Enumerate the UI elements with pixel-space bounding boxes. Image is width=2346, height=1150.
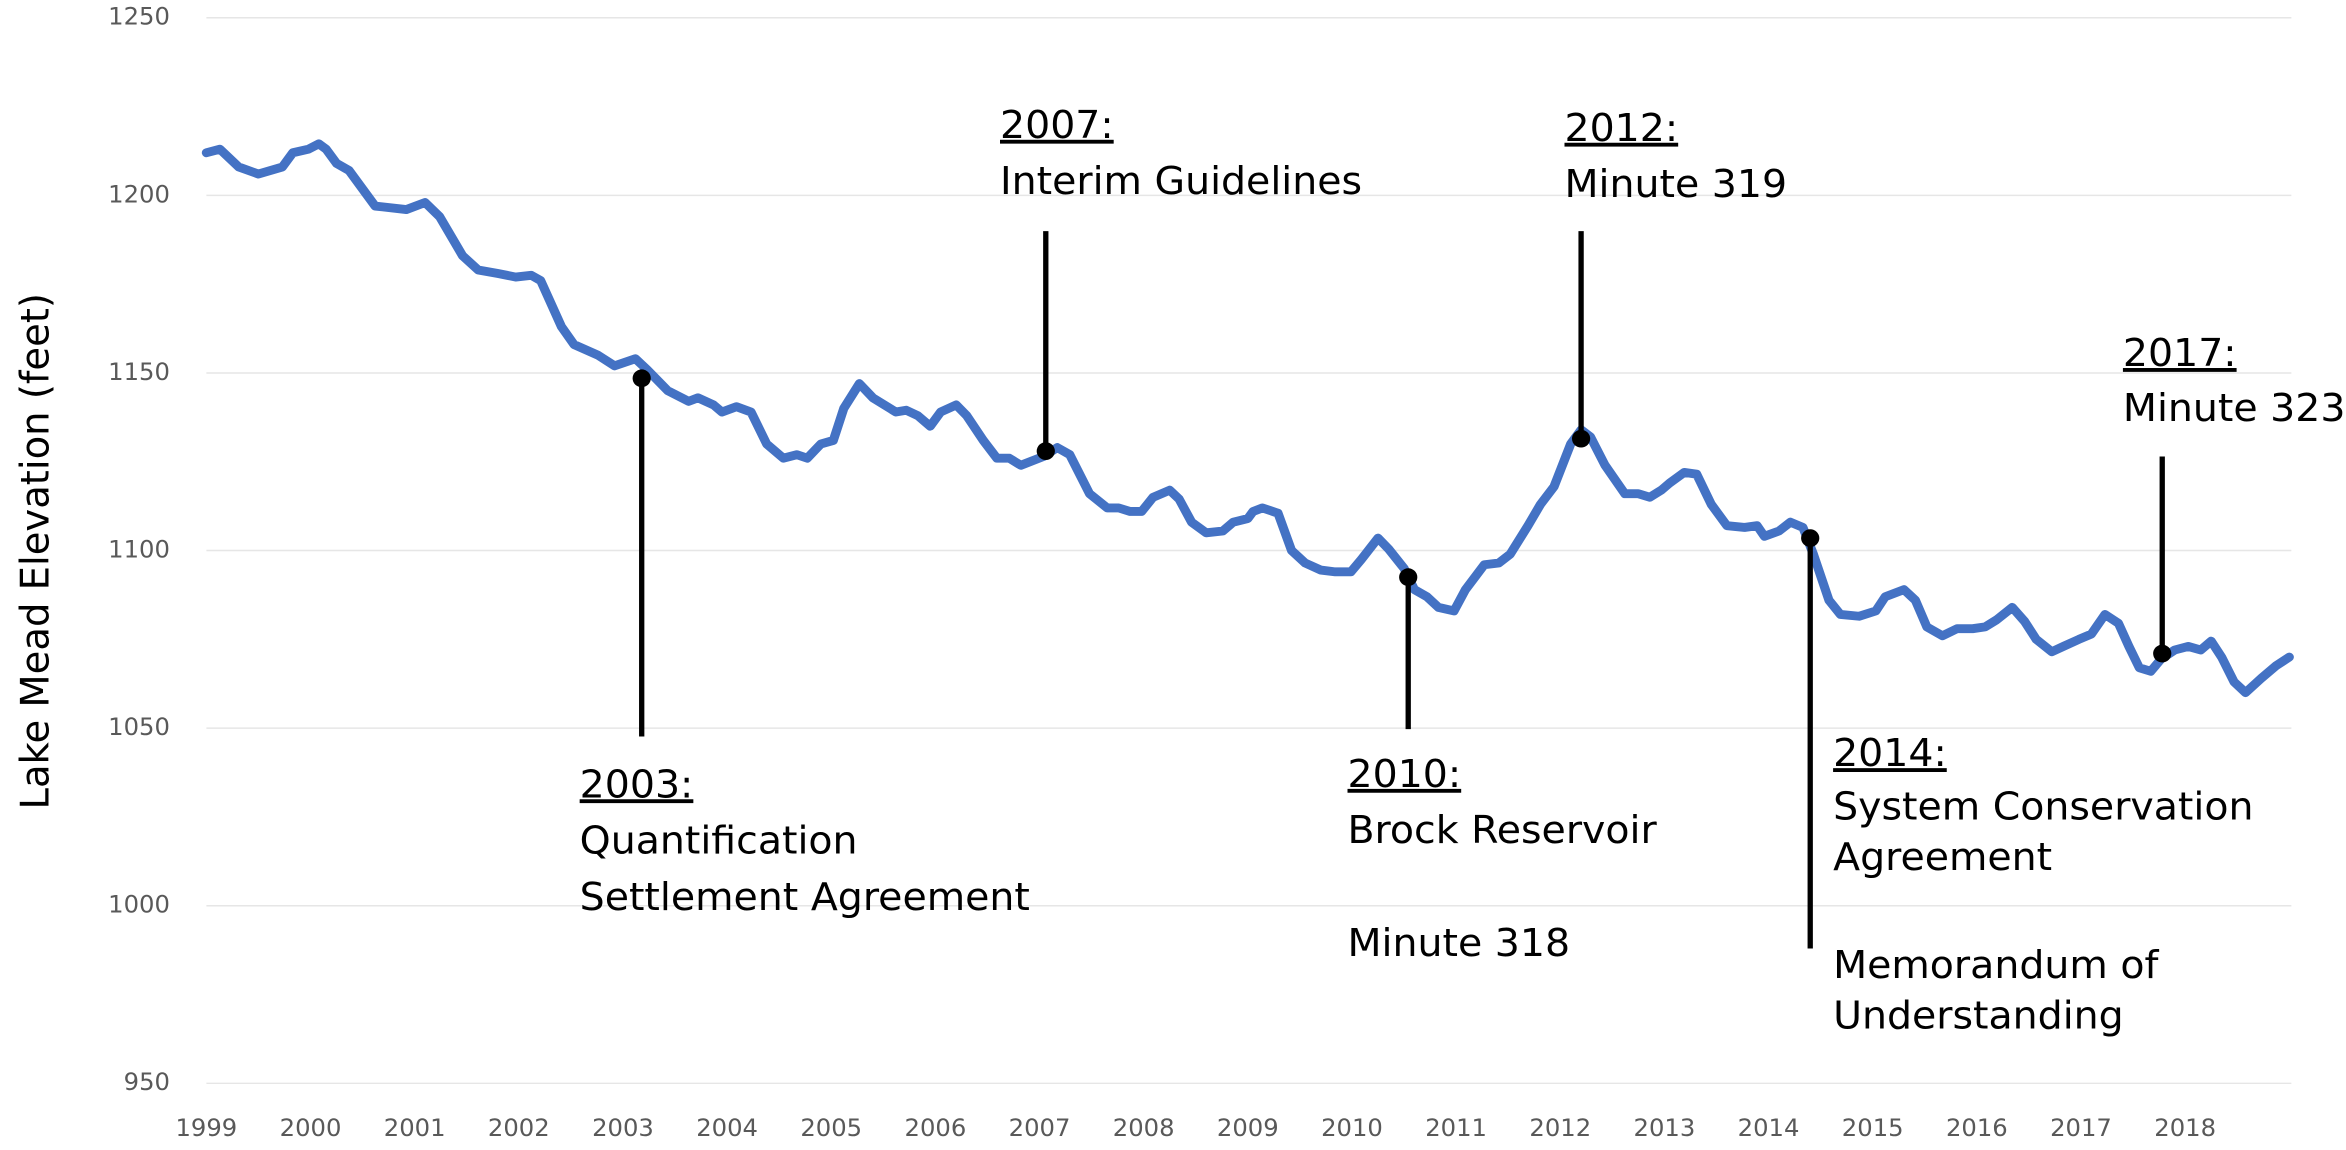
x-tick-label: 2012 <box>1529 1114 1591 1142</box>
annotation-heading: 2012: <box>1565 106 1679 150</box>
x-tick-label: 2002 <box>488 1114 550 1142</box>
x-tick-label: 2009 <box>1217 1114 1279 1142</box>
event-marker <box>1571 429 1591 448</box>
event-marker <box>632 369 651 388</box>
annotation-heading: 2007: <box>1000 103 1114 147</box>
event-marker <box>1399 568 1418 587</box>
x-tick-label: 2014 <box>1738 1114 1800 1142</box>
x-tick-label: 2007 <box>1009 1114 1071 1142</box>
y-tick-label: 1000 <box>108 891 170 919</box>
annotation-text: Brock Reservoir <box>1348 809 1658 853</box>
x-tick-label: 2016 <box>1946 1114 2008 1142</box>
y-tick-label: 950 <box>124 1068 170 1096</box>
x-tick-label: 2017 <box>2050 1114 2112 1142</box>
event-marker <box>1036 442 1055 460</box>
x-tick-label: 2001 <box>384 1114 446 1142</box>
annotation-text: Minute 319 <box>1565 163 1788 207</box>
data-line <box>201 139 2294 698</box>
x-tick-label: 2006 <box>905 1114 967 1142</box>
annotation-text: Agreement <box>1833 835 2052 879</box>
annotation-text: Minute 318 <box>1348 921 1571 965</box>
x-tick-label: 2011 <box>1425 1114 1487 1142</box>
x-tick-label: 2018 <box>2154 1114 2216 1142</box>
x-tick-label: 2015 <box>1842 1114 1904 1142</box>
annotation-text: Interim Guidelines <box>1000 160 1362 204</box>
x-tick-label: 2000 <box>280 1114 342 1142</box>
annotation-heading: 2010: <box>1348 752 1462 796</box>
x-tick-label: 2003 <box>592 1114 654 1142</box>
annotation-text: Understanding <box>1833 994 2124 1038</box>
y-tick-label: 1050 <box>108 713 170 741</box>
annotation-text: Memorandum of <box>1833 944 2160 988</box>
x-tick-label: 1999 <box>175 1114 237 1142</box>
annotation-heading: 2003: <box>580 763 694 807</box>
annotation-heading: 2017: <box>2123 331 2237 375</box>
annotation-text: Quantification <box>580 819 858 863</box>
annotation-text: System Conservation <box>1833 785 2253 829</box>
x-tick-label: 2005 <box>800 1114 862 1142</box>
annotation-text: Minute 323 <box>2123 386 2346 430</box>
y-tick-label: 1100 <box>108 536 170 564</box>
y-tick-label: 1200 <box>108 181 170 209</box>
annotation-text: Settlement Agreement <box>580 875 1030 919</box>
y-tick-label: 1150 <box>108 358 170 386</box>
event-marker <box>2153 644 2172 663</box>
event-marker <box>1801 529 1820 548</box>
x-tick-label: 2013 <box>1634 1114 1696 1142</box>
x-tick-label: 2010 <box>1321 1114 1383 1142</box>
x-tick-label: 2008 <box>1113 1114 1175 1142</box>
annotation-heading: 2014: <box>1833 732 1947 776</box>
y-tick-label: 1250 <box>108 3 170 31</box>
x-tick-label: 2004 <box>696 1114 758 1142</box>
y-axis-title: Lake Mead Elevation (feet) <box>13 293 59 809</box>
